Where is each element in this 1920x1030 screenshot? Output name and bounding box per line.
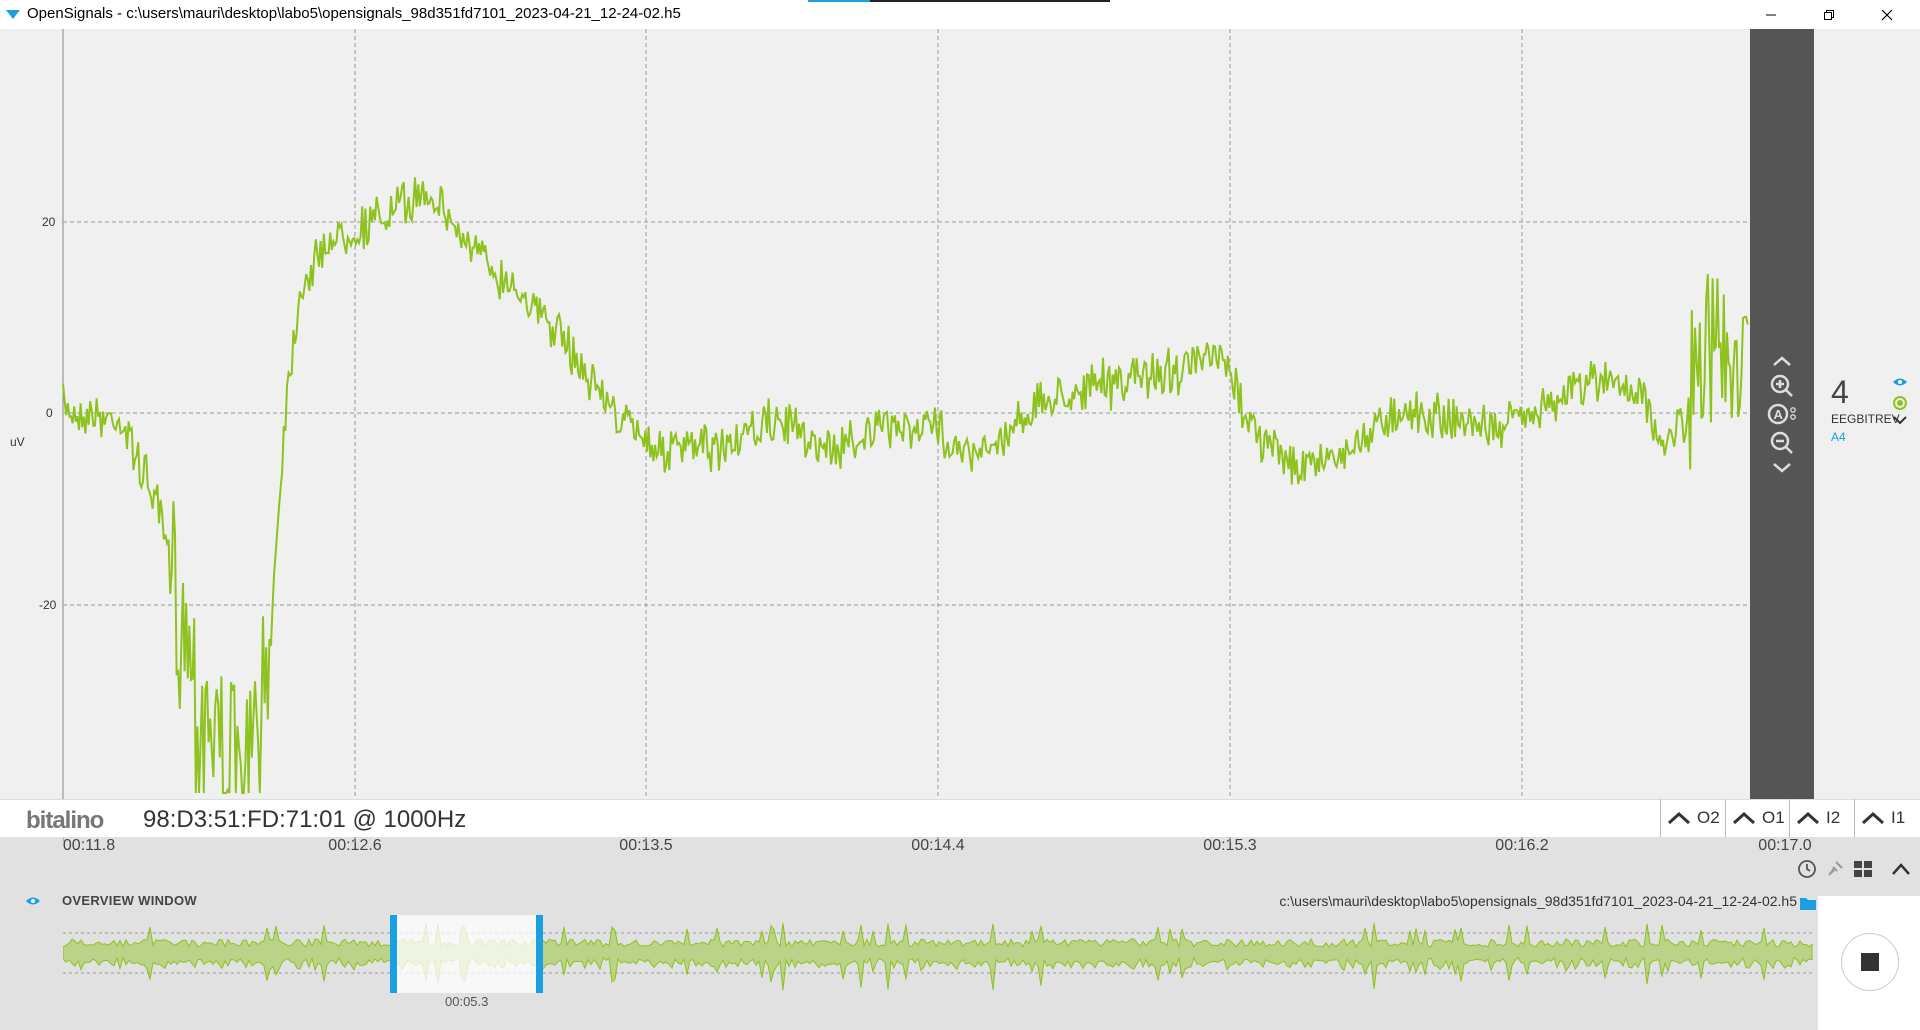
time-tick-label: 00:16.2 — [1495, 837, 1549, 854]
eye-icon[interactable] — [25, 896, 41, 906]
time-tick-label: 00:15.3 — [1203, 837, 1257, 854]
signal-plot-canvas — [62, 29, 1750, 799]
chevron-up-icon — [1773, 356, 1791, 366]
title-progress — [808, 0, 1110, 2]
time-tick-label: 00:11.8 — [62, 837, 116, 854]
channel-button-o2[interactable]: O2 — [1660, 799, 1732, 837]
clock-icon — [1798, 860, 1816, 878]
chevron-down-icon[interactable] — [1892, 415, 1908, 425]
y-tick-label: 0 — [46, 406, 53, 420]
plug-icon — [1828, 861, 1843, 876]
time-tick-label: 00:17.0 — [1758, 837, 1812, 854]
minimize-button[interactable] — [1742, 0, 1800, 29]
restore-icon — [1824, 9, 1834, 20]
time-tick-label: 00:12.6 — [328, 837, 382, 854]
device-id: 98:D3:51:FD:71:01 @ 1000Hz — [143, 806, 467, 833]
selection-handle-right[interactable] — [536, 915, 543, 993]
scroll-down-button[interactable] — [1766, 453, 1798, 481]
y-tick-label: 20 — [42, 215, 56, 229]
overview-file-path: c:\users\mauri\desktop\labo5\opensignals… — [1279, 893, 1797, 909]
close-icon — [1881, 9, 1893, 20]
overview-title: OVERVIEW WINDOW — [62, 893, 197, 908]
channel-sensor-name: EEGBITREV — [1831, 412, 1900, 426]
zoom-in-icon — [1770, 374, 1793, 397]
channel-port: A4 — [1831, 430, 1846, 444]
y-tick-label: -20 — [39, 598, 57, 612]
app-icon — [6, 10, 20, 19]
channel-button-label: O1 — [1762, 808, 1785, 827]
chevron-up-icon — [1861, 811, 1885, 825]
device-info-bar — [0, 799, 1920, 838]
zoom-out-icon — [1770, 431, 1793, 454]
overview-signal[interactable] — [63, 913, 1813, 993]
collapse-button[interactable] — [1887, 855, 1915, 883]
autoscale-icon: A — [1767, 403, 1796, 425]
eye-icon[interactable] — [1892, 377, 1908, 387]
overview-window-time: 00:05.3 — [445, 994, 489, 1009]
time-tick-label: 00:14.4 — [911, 837, 965, 854]
bitalino-logo: bitalino — [26, 807, 104, 834]
chevron-up-icon — [1892, 863, 1910, 875]
time-axis — [63, 837, 1523, 842]
channel-button-label: O2 — [1697, 808, 1720, 827]
selection-handle-left[interactable] — [390, 915, 397, 993]
signal-trace — [62, 177, 1749, 794]
channel-button-label: I1 — [1891, 808, 1906, 827]
overview-signal-envelope — [63, 923, 1813, 991]
channel-button-i1[interactable]: I1 — [1854, 799, 1920, 837]
zoom-out-button[interactable] — [1766, 429, 1798, 457]
chevron-up-icon — [1667, 811, 1691, 825]
title-bar: OpenSignals - c:\users\mauri\desktop\lab… — [0, 0, 1920, 29]
channel-color-icon[interactable] — [1892, 395, 1908, 411]
channel-button-label: I2 — [1826, 808, 1841, 827]
signal-plot[interactable]: 20 0 -20 uV — [0, 29, 1750, 799]
stop-button[interactable] — [1841, 933, 1899, 991]
zoom-in-button[interactable] — [1766, 372, 1798, 400]
stop-icon — [1861, 953, 1879, 971]
chevron-down-icon — [1773, 463, 1791, 473]
overview-selection-window — [392, 915, 542, 993]
time-tick-label: 00:13.5 — [619, 837, 673, 854]
svg-text:A: A — [1774, 407, 1784, 422]
close-button[interactable] — [1858, 0, 1916, 29]
restore-button[interactable] — [1800, 0, 1858, 29]
channel-button-o1[interactable]: O1 — [1725, 799, 1796, 837]
autoscale-button[interactable]: A — [1766, 400, 1798, 428]
channel-info: 4 EEGBITREV A4 — [1814, 29, 1920, 799]
y-axis-unit: uV — [10, 435, 25, 449]
channel-number: 4 — [1831, 374, 1849, 410]
window-title: OpenSignals - c:\users\mauri\desktop\lab… — [27, 5, 681, 22]
clock-button[interactable] — [1793, 855, 1821, 883]
layout-button[interactable] — [1849, 855, 1877, 883]
folder-icon[interactable] — [1799, 895, 1817, 911]
scroll-up-button[interactable] — [1766, 347, 1798, 375]
plugin-button[interactable] — [1821, 855, 1849, 883]
grid-icon — [1854, 861, 1872, 877]
minimize-icon — [1766, 14, 1776, 15]
chevron-up-icon — [1796, 811, 1820, 825]
chevron-up-icon — [1732, 811, 1756, 825]
channel-button-i2[interactable]: I2 — [1789, 799, 1861, 837]
plot-control-panel: A — [1750, 29, 1814, 799]
